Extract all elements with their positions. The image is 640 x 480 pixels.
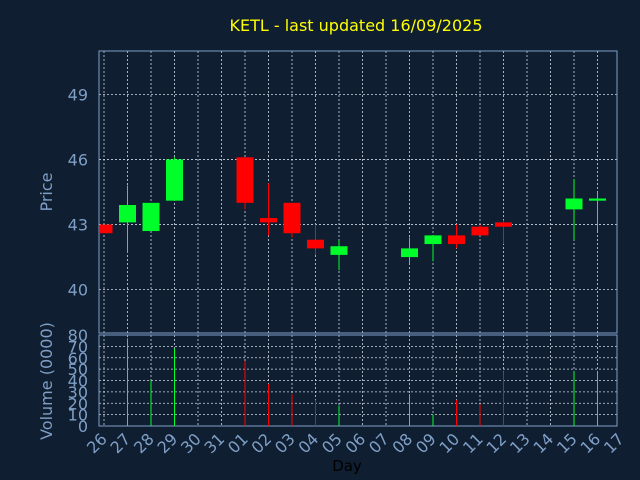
candle-body <box>119 205 136 223</box>
volume-axis-label: Volume (0000) <box>37 322 56 440</box>
price-panel-frame <box>98 50 618 334</box>
volume-tick-label: 50 <box>68 360 88 379</box>
candle-body <box>565 198 583 210</box>
volume-tick-label: 70 <box>68 337 88 356</box>
volume-tick-label: 80 <box>68 326 88 345</box>
volume-tick-label: 30 <box>68 383 88 402</box>
candle-body <box>424 235 442 245</box>
price-axis-label: Price <box>37 172 56 211</box>
price-tick-label: 40 <box>68 281 88 300</box>
candle-body <box>142 202 160 232</box>
volume-bars <box>127 338 598 426</box>
price-tick-label: 43 <box>68 216 88 235</box>
candle-body <box>236 157 254 203</box>
volume-tick-label: 10 <box>68 406 88 425</box>
price-tick-label: 46 <box>68 150 88 169</box>
candle-body <box>495 222 512 227</box>
candles <box>100 157 606 271</box>
candle-body <box>589 198 606 201</box>
volume-panel-frame <box>98 334 618 427</box>
volume-tick-label: 40 <box>68 372 88 391</box>
candle-body <box>471 226 489 236</box>
candle-body <box>448 235 465 245</box>
candle-body <box>166 159 183 201</box>
candle-body <box>307 239 324 249</box>
x-axis-label: Day <box>332 457 362 475</box>
volume-tick-label: 0 <box>78 417 88 436</box>
volume-tick-label: 20 <box>68 394 88 413</box>
chart-title: KETL - last updated 16/09/2025 <box>229 16 482 35</box>
candle-body <box>260 218 277 223</box>
price-tick-label: 49 <box>68 85 88 104</box>
candle-body <box>283 202 301 234</box>
volume-tick-label: 60 <box>68 349 88 368</box>
candle-body <box>330 246 348 255</box>
x-axis-ticks: 2627282930310102030405060708091011121314… <box>83 429 628 457</box>
candle-body <box>100 224 113 234</box>
candle-body <box>401 248 418 258</box>
price-y-ticks: 40 43 46 49 <box>68 85 88 299</box>
